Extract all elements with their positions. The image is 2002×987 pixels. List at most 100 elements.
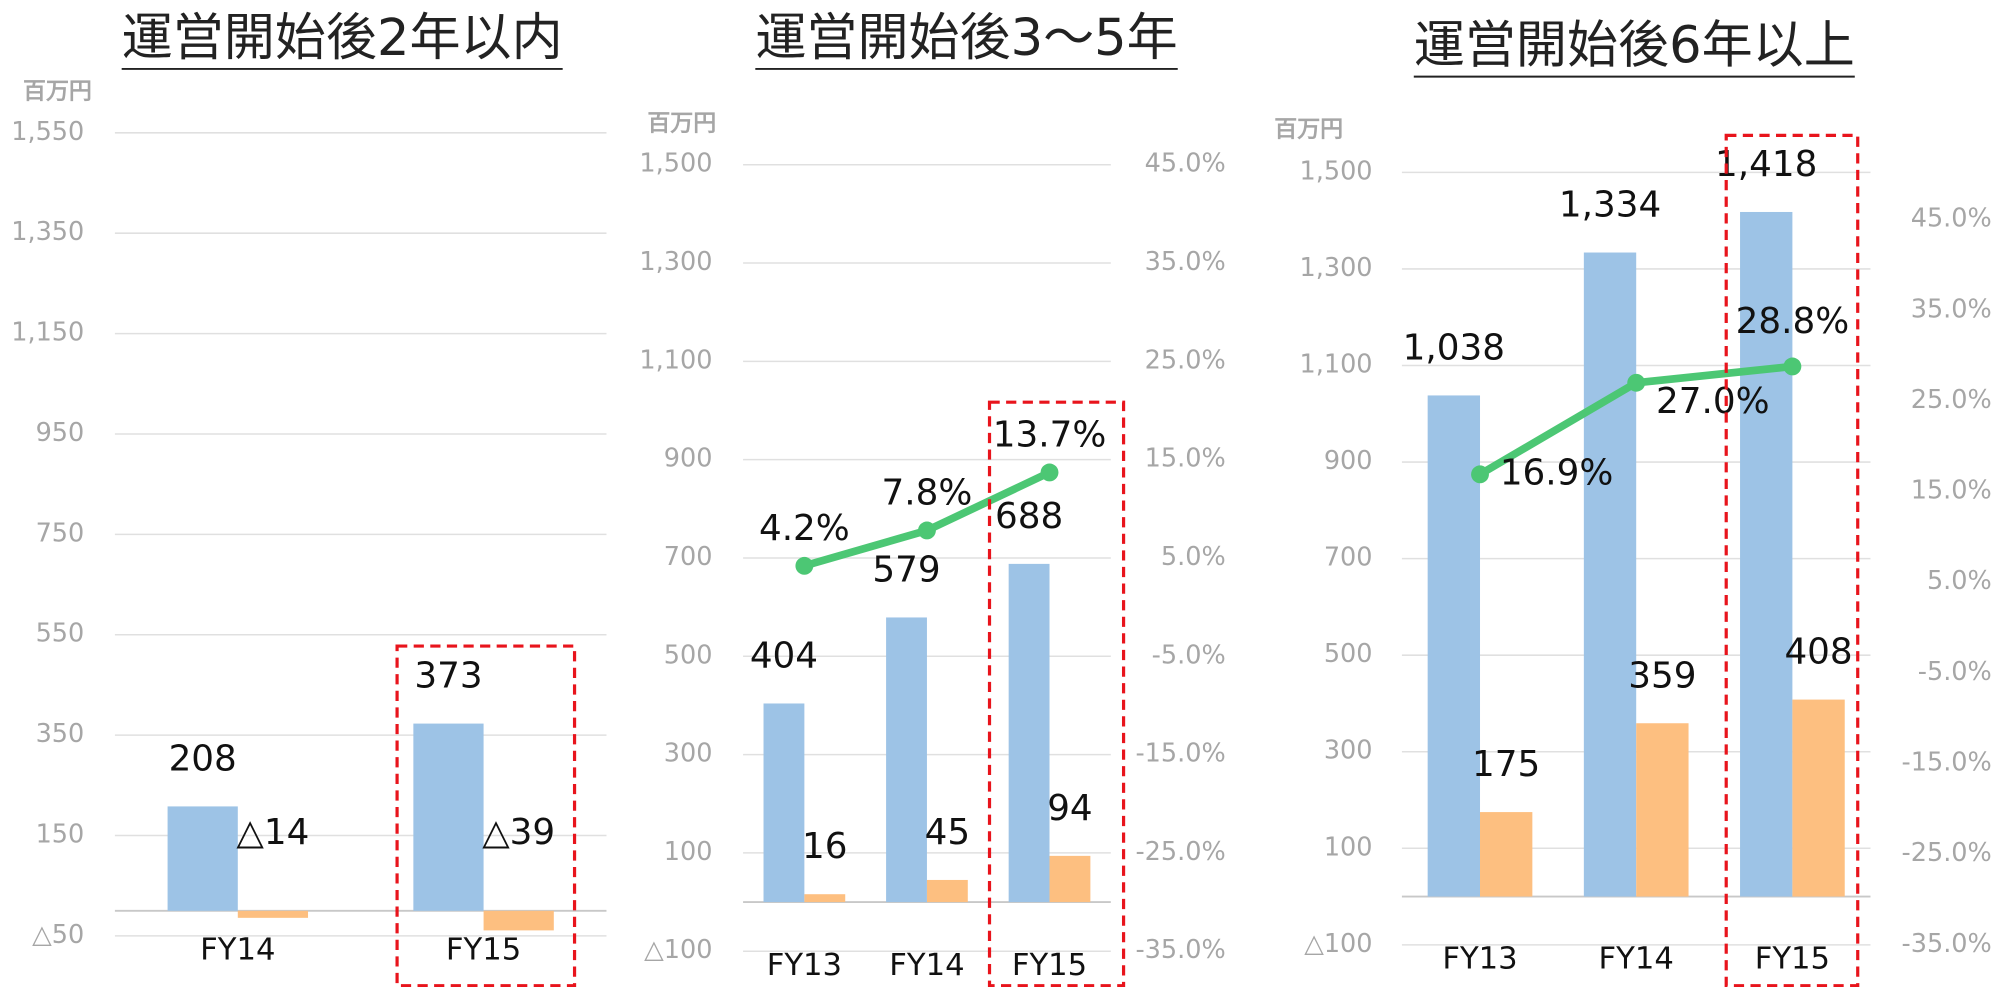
y-tick-label: 500: [664, 640, 713, 670]
y-tick-label: 100: [664, 837, 713, 867]
data-label: 27.0%: [1656, 381, 1770, 422]
data-label: 1,418: [1715, 144, 1817, 185]
y-unit: 百万円: [23, 78, 92, 104]
y-tick-label: 550: [36, 619, 85, 649]
y-unit: 百万円: [1274, 117, 1343, 143]
bar: [1049, 855, 1091, 903]
bar: [413, 723, 484, 911]
y-tick-label: 750: [36, 518, 85, 548]
bar: [1636, 723, 1689, 897]
data-label: 404: [750, 636, 818, 677]
line-point: [795, 556, 814, 575]
x-tick-label: FY14: [889, 948, 964, 983]
y2-tick-label: -35.0%: [1902, 929, 1992, 959]
y2-tick-label: 25.0%: [1911, 385, 1992, 415]
line-point: [1783, 357, 1802, 376]
data-label: 7.8%: [882, 473, 973, 514]
chart-title: 運営開始後2年以内: [122, 9, 563, 68]
y2-tick-label: 45.0%: [1911, 204, 1992, 234]
y-tick-label: 300: [664, 739, 713, 769]
y-tick-label: 700: [1324, 543, 1373, 573]
bar: [1740, 211, 1793, 897]
y-tick-label: 300: [1324, 736, 1373, 766]
bar: [1480, 812, 1533, 897]
y2-tick-label: -15.0%: [1902, 748, 1992, 778]
data-label: △14: [236, 812, 309, 853]
bar: [167, 806, 238, 911]
data-label: 1,334: [1559, 185, 1661, 226]
data-label: 373: [414, 656, 482, 697]
data-label: 16: [802, 826, 848, 867]
bar: [886, 617, 927, 903]
y-tick-label: 1,100: [1299, 350, 1372, 380]
bar: [1427, 395, 1481, 897]
y2-tick-label: 35.0%: [1145, 247, 1226, 277]
chart-title: 運営開始後3～5年: [755, 9, 1177, 68]
bar: [1792, 699, 1845, 897]
x-tick-label: FY15: [1755, 942, 1830, 977]
y2-tick-label: 5.0%: [1161, 542, 1226, 572]
data-label: 13.7%: [993, 415, 1107, 456]
y-tick-label: 1,300: [1299, 253, 1372, 283]
y2-tick-label: 5.0%: [1927, 566, 1992, 596]
y2-tick-label: 35.0%: [1911, 294, 1992, 324]
data-label: 94: [1047, 788, 1093, 829]
x-tick-label: FY13: [767, 948, 842, 983]
data-label: 28.8%: [1736, 301, 1850, 342]
y2-tick-label: 15.0%: [1911, 476, 1992, 506]
y2-tick-label: -5.0%: [1152, 640, 1226, 670]
y-tick-label: 1,500: [639, 149, 712, 179]
line-point: [1040, 463, 1059, 482]
y-tick-label: 350: [36, 719, 85, 749]
y-tick-label: 500: [1324, 639, 1373, 669]
bar: [1008, 563, 1050, 903]
y-tick-label: 1,150: [11, 318, 84, 348]
data-label: 208: [169, 738, 237, 779]
line-point: [1471, 465, 1489, 484]
data-label: 1,038: [1403, 327, 1505, 368]
y2-tick-label: -5.0%: [1918, 657, 1992, 687]
y-tick-label: △100: [644, 935, 712, 965]
y-tick-label: 950: [36, 418, 85, 448]
y-unit: 百万円: [647, 110, 716, 136]
bar: [804, 894, 846, 903]
data-label: 45: [925, 812, 971, 853]
y-tick-label: 900: [664, 444, 713, 474]
y2-tick-label: 25.0%: [1145, 345, 1226, 375]
chart-title: 運営開始後6年以上: [1414, 17, 1855, 76]
x-tick-label: FY15: [446, 933, 521, 968]
y-tick-label: 1,500: [1299, 156, 1372, 186]
y2-tick-label: -25.0%: [1135, 837, 1225, 867]
y-tick-label: 1,100: [639, 345, 712, 375]
bar: [763, 703, 805, 903]
data-label: 4.2%: [759, 508, 850, 549]
y-tick-label: 100: [1324, 832, 1373, 862]
y-tick-label: 1,550: [11, 117, 84, 147]
y2-tick-label: -25.0%: [1902, 838, 1992, 868]
data-label: △39: [482, 812, 555, 853]
y2-tick-label: 15.0%: [1145, 444, 1226, 474]
y2-tick-label: 45.0%: [1145, 149, 1226, 179]
x-tick-label: FY13: [1442, 942, 1517, 977]
bar: [237, 910, 309, 918]
y-tick-label: △100: [1304, 929, 1372, 959]
line-point: [1627, 373, 1646, 392]
x-tick-label: FY15: [1012, 948, 1087, 983]
x-tick-label: FY14: [200, 933, 275, 968]
y-tick-label: 1,300: [639, 247, 712, 277]
bar: [926, 879, 968, 903]
y2-tick-label: -35.0%: [1135, 935, 1225, 965]
y2-tick-label: -15.0%: [1135, 739, 1225, 769]
y-tick-label: 900: [1324, 446, 1373, 476]
data-label: 359: [1628, 655, 1696, 696]
y-tick-label: 1,350: [11, 217, 84, 247]
data-label: 408: [1784, 632, 1852, 673]
data-label: 579: [872, 549, 940, 590]
data-label: 175: [1472, 744, 1540, 785]
data-label: 688: [995, 496, 1063, 537]
data-label: 16.9%: [1500, 452, 1614, 493]
x-tick-label: FY14: [1599, 942, 1674, 977]
bar: [1583, 252, 1637, 897]
highlight-box: [987, 400, 1126, 987]
